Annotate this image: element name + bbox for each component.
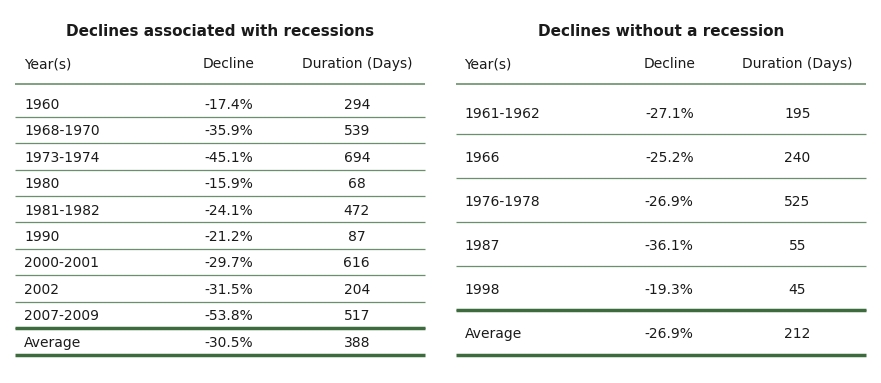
Text: 1976-1978: 1976-1978 [464, 195, 540, 209]
Text: Decline: Decline [643, 57, 695, 71]
Text: 1973-1974: 1973-1974 [24, 151, 100, 165]
Text: 388: 388 [344, 336, 370, 350]
Text: -19.3%: -19.3% [645, 283, 693, 297]
Text: 45: 45 [788, 283, 806, 297]
Text: Average: Average [464, 327, 522, 341]
Text: -45.1%: -45.1% [204, 151, 253, 165]
Text: -53.8%: -53.8% [204, 309, 253, 323]
Text: 1980: 1980 [24, 177, 59, 191]
Text: -30.5%: -30.5% [204, 336, 253, 350]
Text: 1981-1982: 1981-1982 [24, 204, 100, 218]
Text: 1998: 1998 [464, 283, 500, 297]
Text: 87: 87 [348, 230, 366, 244]
Text: Declines associated with recessions: Declines associated with recessions [66, 23, 374, 39]
Text: -21.2%: -21.2% [204, 230, 253, 244]
Text: 1960: 1960 [24, 98, 59, 112]
Text: Duration (Days): Duration (Days) [301, 57, 412, 71]
Text: Declines without a recession: Declines without a recession [537, 23, 784, 39]
Text: 1990: 1990 [24, 230, 59, 244]
Text: -31.5%: -31.5% [204, 283, 253, 297]
Text: Year(s): Year(s) [464, 57, 512, 71]
Text: -25.2%: -25.2% [645, 151, 693, 165]
Text: -29.7%: -29.7% [204, 256, 253, 270]
Text: -17.4%: -17.4% [204, 98, 253, 112]
Text: 1966: 1966 [464, 151, 500, 165]
Text: 694: 694 [344, 151, 370, 165]
Text: 195: 195 [784, 107, 811, 121]
Text: 1968-1970: 1968-1970 [24, 124, 100, 138]
Text: -24.1%: -24.1% [204, 204, 253, 218]
Text: 472: 472 [344, 204, 370, 218]
Text: Duration (Days): Duration (Days) [742, 57, 853, 71]
Text: Average: Average [24, 336, 81, 350]
Text: -26.9%: -26.9% [645, 195, 693, 209]
Text: -26.9%: -26.9% [645, 327, 693, 341]
Text: 2002: 2002 [24, 283, 59, 297]
Text: 517: 517 [344, 309, 370, 323]
Text: 204: 204 [344, 283, 370, 297]
Text: 212: 212 [784, 327, 811, 341]
Text: 55: 55 [788, 239, 806, 253]
Text: -15.9%: -15.9% [204, 177, 253, 191]
Text: -27.1%: -27.1% [645, 107, 693, 121]
Text: 1961-1962: 1961-1962 [464, 107, 540, 121]
Text: -36.1%: -36.1% [645, 239, 693, 253]
Text: 1987: 1987 [464, 239, 500, 253]
Text: 240: 240 [784, 151, 811, 165]
Text: -35.9%: -35.9% [204, 124, 253, 138]
Text: 68: 68 [348, 177, 366, 191]
Text: 2000-2001: 2000-2001 [24, 256, 99, 270]
Text: 539: 539 [344, 124, 370, 138]
Text: Decline: Decline [203, 57, 255, 71]
Text: Year(s): Year(s) [24, 57, 71, 71]
Text: 525: 525 [784, 195, 811, 209]
Text: 294: 294 [344, 98, 370, 112]
Text: 616: 616 [344, 256, 370, 270]
Text: 2007-2009: 2007-2009 [24, 309, 99, 323]
